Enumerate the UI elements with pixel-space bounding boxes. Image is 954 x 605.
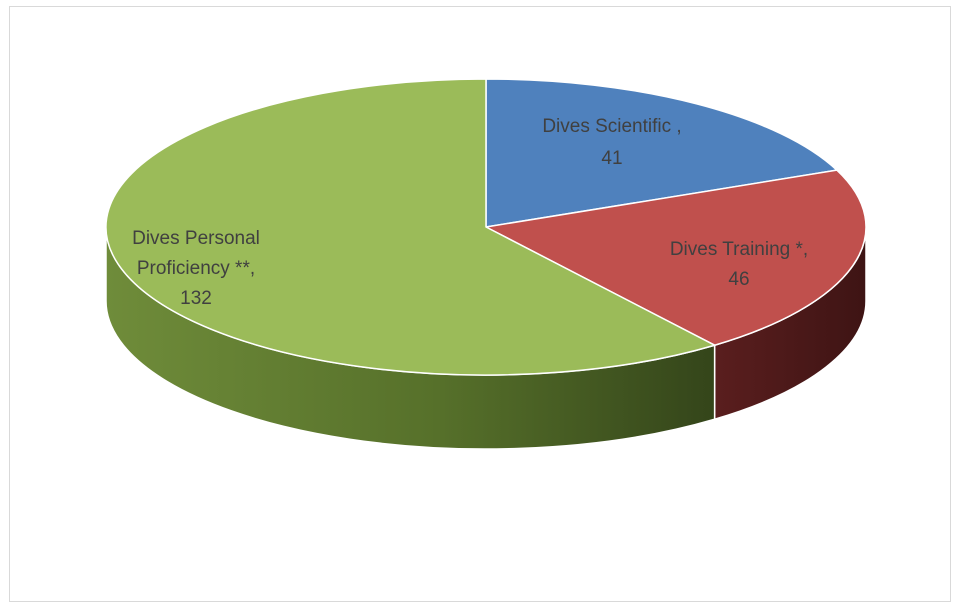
pie-slice-dives-scientific <box>485 78 838 228</box>
pie-slices <box>105 78 867 376</box>
data-label-line: 46 <box>728 269 749 290</box>
data-label-line: Proficiency **, <box>137 258 255 279</box>
data-label-line: Dives Scientific , <box>542 116 681 137</box>
data-label-line: 132 <box>180 288 212 309</box>
data-label-dives-scientific: Dives Scientific , 41 <box>542 116 681 169</box>
data-label-line: Dives Training *, <box>670 239 808 260</box>
data-label-dives-personal-proficiency: Dives Personal Proficiency **, 132 <box>132 228 260 309</box>
data-label-line: Dives Personal <box>132 228 260 249</box>
pie-slice-dives-personal-proficiency <box>105 78 716 376</box>
data-label-dives-training: Dives Training *, 46 <box>670 239 808 290</box>
data-label-line: 41 <box>601 148 622 169</box>
pie-slice-dives-training <box>485 169 867 346</box>
